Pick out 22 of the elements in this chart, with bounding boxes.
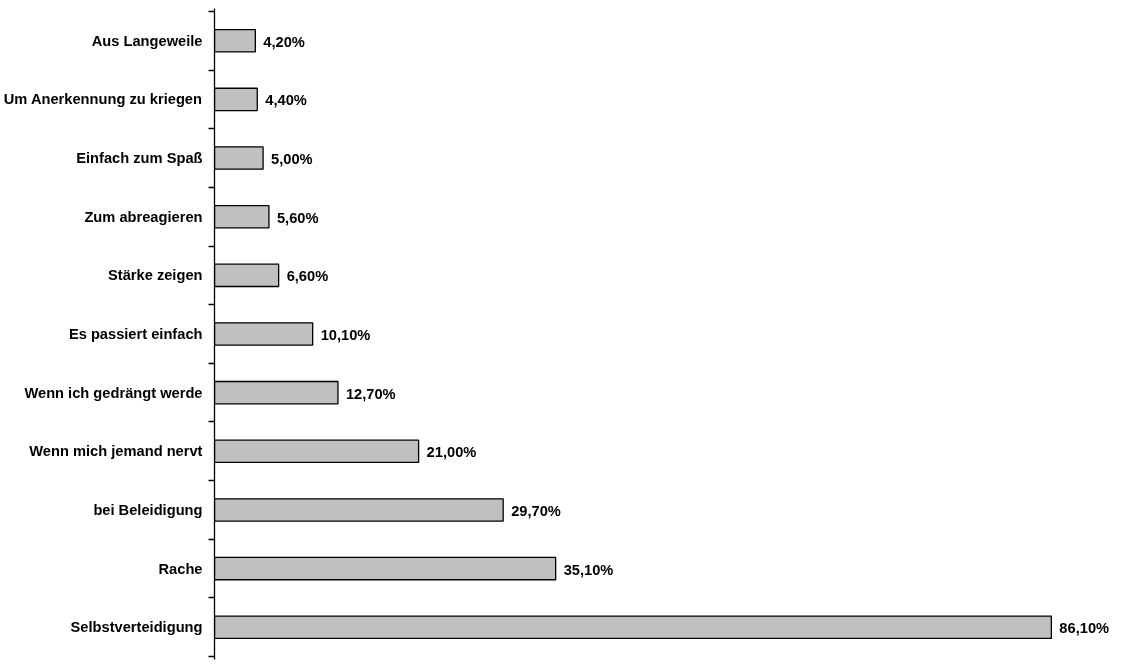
y-tick-label: Es passiert einfach <box>68 326 203 342</box>
y-tick-label: Wenn mich jemand nervt <box>29 443 203 460</box>
data-label: 21,00% <box>426 444 477 461</box>
data-label: 10,10% <box>320 327 371 343</box>
data-label: 29,70% <box>511 502 561 519</box>
data-label: 12,70% <box>345 385 396 402</box>
y-tick-label: bei Beleidigung <box>93 501 203 518</box>
data-label: 5,60% <box>276 209 319 226</box>
data-label: 35,10% <box>563 561 614 578</box>
y-tick-label: Zum abreagieren <box>84 208 203 225</box>
y-tick-label: Stärke zeigen <box>108 267 203 284</box>
data-label: 4,40% <box>265 92 307 109</box>
y-tick-label: Wenn ich gedrängt werde <box>24 384 203 401</box>
y-tick-label: Rache <box>158 560 203 577</box>
data-label: 5,00% <box>271 151 313 168</box>
y-tick-label: Einfach zum Spaß <box>76 150 203 167</box>
data-label: 6,60% <box>286 268 329 285</box>
data-label: 4,20% <box>263 33 305 50</box>
y-tick-label: Selbstverteidigung <box>70 619 203 636</box>
y-tick-label: Aus Langeweile <box>91 32 203 49</box>
y-tick-label: Um Anerkennung zu kriegen <box>3 91 202 108</box>
data-label: 86,10% <box>1059 620 1110 637</box>
